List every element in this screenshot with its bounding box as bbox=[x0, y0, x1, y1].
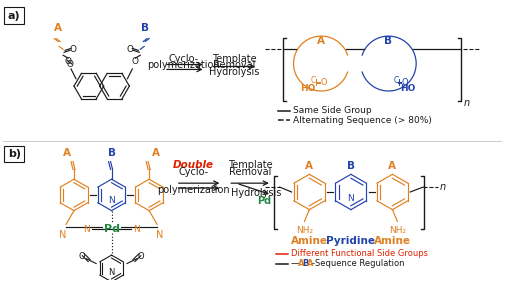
Text: Alternating Sequence (> 80%): Alternating Sequence (> 80%) bbox=[292, 116, 431, 125]
Text: Hydrolysis: Hydrolysis bbox=[209, 67, 260, 78]
Text: Removal: Removal bbox=[213, 60, 256, 70]
Text: Same Side Group: Same Side Group bbox=[292, 106, 371, 115]
Text: n: n bbox=[440, 182, 446, 192]
Text: N: N bbox=[109, 268, 115, 277]
Text: B: B bbox=[141, 23, 149, 33]
Text: Template: Template bbox=[228, 160, 272, 170]
Text: N: N bbox=[60, 230, 67, 240]
Text: O: O bbox=[67, 60, 74, 69]
Text: N: N bbox=[133, 225, 140, 234]
Text: B: B bbox=[347, 161, 355, 171]
Text: N: N bbox=[347, 194, 355, 203]
Text: A: A bbox=[54, 23, 62, 33]
Text: B: B bbox=[384, 36, 392, 46]
Text: N: N bbox=[157, 230, 164, 240]
Text: Amine: Amine bbox=[374, 236, 411, 246]
Text: HO: HO bbox=[299, 84, 315, 93]
Text: O: O bbox=[70, 45, 76, 54]
Text: C: C bbox=[394, 76, 399, 85]
Text: Different Functional Side Groups: Different Functional Side Groups bbox=[290, 249, 428, 258]
Text: B: B bbox=[302, 259, 309, 268]
Text: -Sequence Regulation: -Sequence Regulation bbox=[312, 259, 405, 268]
Text: B: B bbox=[108, 148, 116, 158]
Text: N: N bbox=[83, 225, 90, 234]
Text: Pyridine: Pyridine bbox=[326, 236, 375, 246]
Text: A: A bbox=[152, 148, 160, 158]
Text: a): a) bbox=[8, 11, 20, 21]
Text: —: — bbox=[290, 259, 301, 268]
Text: O: O bbox=[320, 78, 327, 87]
Text: O: O bbox=[79, 252, 86, 261]
Text: N: N bbox=[108, 196, 115, 205]
Text: O: O bbox=[137, 252, 144, 261]
Text: b): b) bbox=[8, 149, 21, 159]
Text: A: A bbox=[308, 259, 314, 268]
Text: O: O bbox=[132, 57, 139, 66]
Text: NH₂: NH₂ bbox=[296, 226, 313, 235]
Text: O: O bbox=[65, 57, 72, 66]
Text: Amine: Amine bbox=[291, 236, 328, 246]
Text: Removal: Removal bbox=[229, 167, 271, 177]
Text: A: A bbox=[63, 148, 71, 158]
Text: O: O bbox=[127, 45, 134, 54]
Text: Cyclo-: Cyclo- bbox=[169, 54, 199, 64]
Text: HO: HO bbox=[400, 84, 416, 93]
Text: polymerization: polymerization bbox=[158, 185, 230, 195]
Text: A: A bbox=[306, 161, 314, 171]
Text: A: A bbox=[297, 259, 304, 268]
Text: Template: Template bbox=[212, 54, 257, 64]
Text: Cyclo-: Cyclo- bbox=[179, 167, 209, 177]
Text: Double: Double bbox=[173, 160, 214, 170]
Text: O: O bbox=[401, 78, 408, 87]
Text: C: C bbox=[311, 76, 316, 85]
Text: A: A bbox=[388, 161, 396, 171]
Text: Hydrolysis: Hydrolysis bbox=[231, 188, 281, 198]
Text: Pd: Pd bbox=[257, 196, 271, 206]
Text: Pd: Pd bbox=[104, 224, 120, 234]
Text: A: A bbox=[317, 36, 325, 46]
Text: n: n bbox=[464, 98, 470, 108]
Text: NH₂: NH₂ bbox=[389, 226, 406, 235]
Text: polymerization: polymerization bbox=[147, 60, 220, 70]
